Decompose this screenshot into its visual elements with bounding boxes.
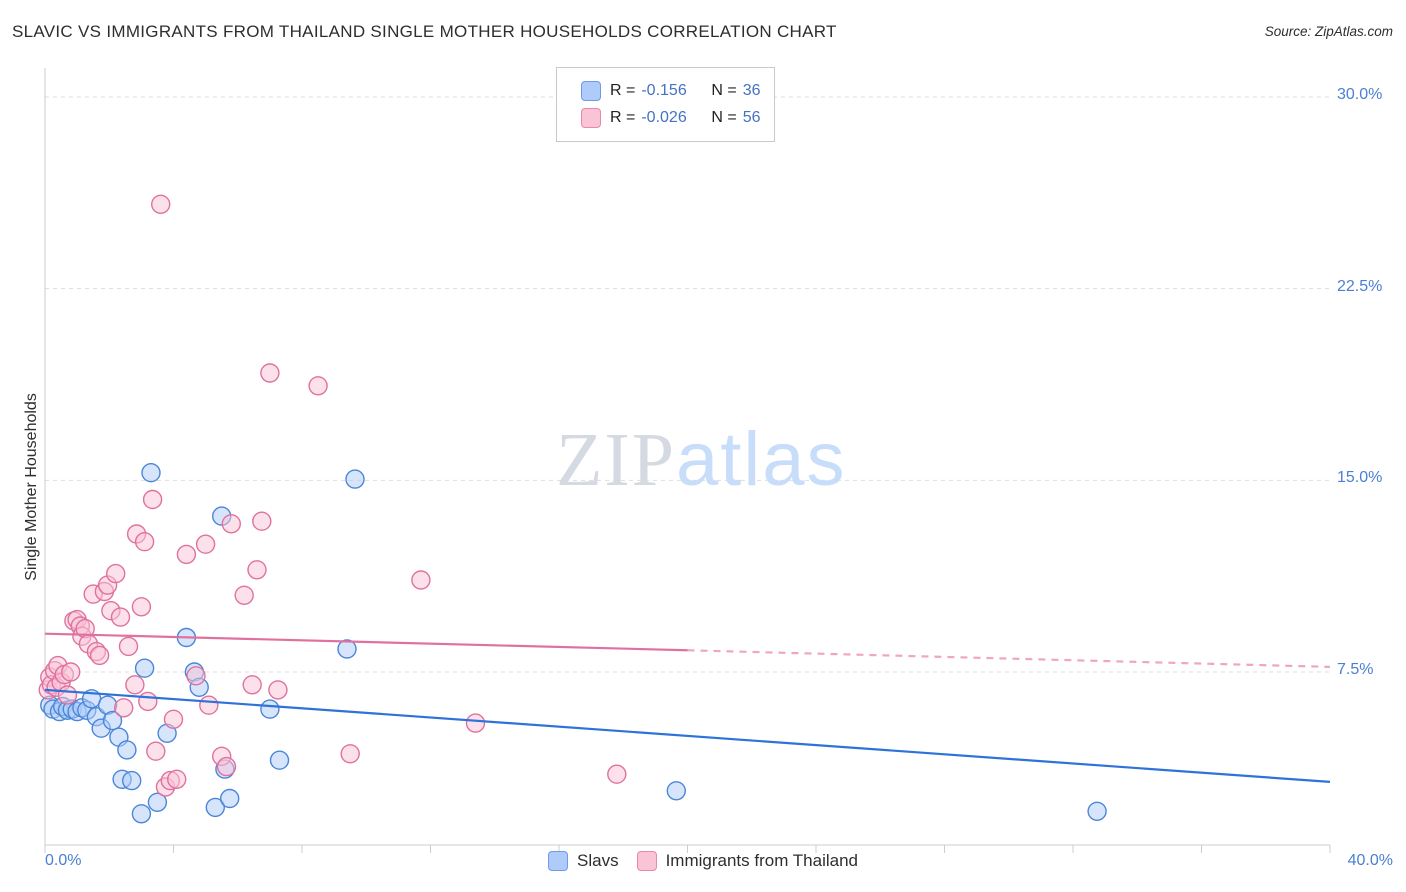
scatter-point [89, 645, 110, 666]
r-value-thailand: -0.026 [641, 108, 687, 126]
y-tick-15: 15.0% [1337, 469, 1383, 486]
trend-line [44, 632, 688, 652]
scatter-point [150, 194, 171, 215]
scatter-point [252, 511, 272, 531]
scatter-point [340, 744, 360, 764]
scatter-point [131, 804, 152, 824]
scatter-point [221, 514, 242, 534]
scatter-point [337, 639, 357, 659]
scatter-point [105, 563, 126, 584]
scatter-point [242, 675, 262, 695]
scatter-point [121, 770, 142, 791]
scatter-point [176, 544, 197, 565]
thailand-swatch [581, 107, 601, 128]
scatter-point [118, 636, 139, 657]
scatter-point [102, 710, 123, 731]
n-value-thailand: 56 [742, 108, 761, 126]
correlation-stats-legend: R = -0.156 N = 36 R = -0.026 N = 56 [556, 67, 776, 142]
scatter-point [268, 680, 288, 700]
scatter-point [138, 691, 158, 712]
scatter-point [216, 756, 237, 777]
slavs-swatch [548, 851, 568, 871]
legend-item-slavs: Slavs [548, 851, 619, 871]
r-value-slavs: -0.156 [641, 81, 687, 99]
scatter-point [666, 781, 686, 801]
scatter-point [131, 597, 152, 617]
scatter-point [205, 797, 226, 818]
legend-row-thailand: R = -0.026 N = 56 [581, 104, 760, 131]
legend-item-thailand: Immigrants from Thailand [636, 851, 858, 871]
scatter-point [134, 658, 155, 678]
scatter-point [345, 469, 365, 489]
scatter-point [219, 788, 240, 809]
scatter-point [308, 376, 328, 396]
scatter-point [186, 666, 206, 686]
scatter-point [134, 532, 155, 552]
y-tick-30: 30.0% [1337, 86, 1383, 103]
x-tick-0: 0.0% [45, 852, 82, 869]
n-label: N = [711, 108, 737, 126]
scatter-point [260, 363, 280, 383]
scatter-point [411, 570, 431, 590]
scatter-point [269, 750, 290, 770]
scatter-point [147, 792, 168, 812]
zipatlas-watermark: ZIPatlas [556, 416, 847, 504]
trend-line [44, 688, 1331, 783]
scatter-point [465, 713, 486, 733]
scatter-point [260, 699, 280, 719]
source-attribution: Source: ZipAtlas.com [1264, 24, 1393, 39]
scatter-point [125, 675, 145, 695]
slavs-swatch [581, 80, 601, 101]
page-title: SLAVIC VS IMMIGRANTS FROM THAILAND SINGL… [12, 22, 837, 41]
scatter-point [141, 463, 161, 483]
scatter-point [163, 709, 184, 729]
scatter-point [1087, 801, 1107, 821]
scatter-point [247, 560, 267, 580]
scatter-point [142, 489, 163, 510]
r-label: R = [610, 108, 636, 126]
x-tick-40: 40.0% [1347, 852, 1393, 869]
scatter-point [146, 741, 166, 761]
y-tick-7-5: 7.5% [1337, 661, 1374, 678]
scatter-point [110, 607, 131, 627]
scatter-point [113, 698, 134, 718]
r-label: R = [610, 81, 636, 99]
scatter-point [199, 695, 219, 715]
scatter-point [60, 662, 81, 682]
y-tick-22-5: 22.5% [1337, 278, 1383, 295]
watermark-atlas-text: atlas [676, 417, 847, 502]
scatter-point [57, 685, 78, 705]
scatter-point [234, 585, 254, 605]
legend-label-slavs: Slavs [577, 851, 619, 870]
watermark-zip-text: ZIP [556, 418, 676, 502]
scatter-point [166, 769, 187, 789]
trend-line [687, 649, 1331, 668]
scatter-point [607, 764, 627, 784]
n-label: N = [711, 81, 737, 99]
thailand-swatch [636, 851, 657, 871]
legend-row-slavs: R = -0.156 N = 36 [581, 77, 760, 104]
series-legend: Slavs Immigrants from Thailand [548, 851, 858, 871]
legend-label-thailand: Immigrants from Thailand [665, 851, 858, 870]
n-value-slavs: 36 [742, 81, 761, 99]
scatter-point [117, 740, 137, 760]
scatter-point [195, 534, 216, 554]
